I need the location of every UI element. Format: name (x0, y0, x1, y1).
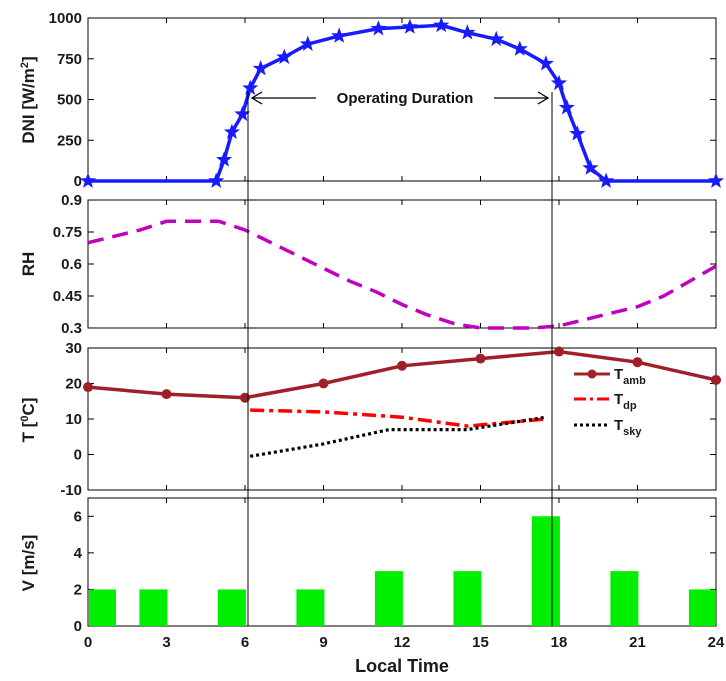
ytick-label-0-0: 0 (74, 173, 82, 190)
dni-point-17 (550, 74, 568, 91)
series-sky-line (249, 415, 547, 458)
tamb-point-1 (161, 389, 172, 400)
dni-point-18 (558, 99, 575, 115)
rh-line (87, 219, 717, 330)
tamb-point-6 (554, 346, 564, 357)
ytick-label-0-4: 1000 (49, 10, 82, 27)
rh-axis-label: RH (19, 252, 38, 277)
xtick-label-6: 18 (551, 634, 568, 651)
dni-point-12 (433, 16, 450, 33)
duration-label: Operating Duration (337, 90, 474, 107)
ytick-label-2-4: 30 (65, 340, 82, 357)
temperature-axis-label: T [0C] (19, 398, 38, 443)
wind-bar-0 (89, 589, 116, 626)
dni-point-4 (234, 105, 251, 121)
duration-arrowhead-left (250, 91, 263, 105)
ytick-label-2-0: -10 (60, 482, 82, 499)
wind-bar-7 (610, 571, 639, 626)
dni-point-21 (598, 172, 615, 188)
wind-speed-axis-label: V [m/s] (19, 535, 38, 592)
dni-point-0 (79, 172, 97, 188)
ytick-label-0-2: 500 (57, 92, 82, 109)
legend-tamb-label: Tamb (614, 366, 646, 387)
dni-point-10 (370, 20, 387, 36)
xtick-label-5: 15 (472, 634, 489, 651)
wind-bar-8 (688, 589, 715, 626)
dni-point-1 (208, 172, 225, 188)
dni-point-5 (242, 79, 259, 95)
legend-tsky-label: Tsky (614, 417, 642, 438)
ytick-label-1-0: 0.3 (61, 320, 82, 337)
ytick-label-3-2: 4 (74, 545, 83, 562)
wind-bar-4 (374, 571, 403, 626)
ytick-label-0-1: 250 (57, 132, 82, 149)
wind-bar-5 (453, 571, 482, 626)
dni-point-15 (511, 40, 528, 56)
dni-point-13 (459, 24, 476, 40)
tamb-point-7 (632, 357, 643, 368)
ytick-label-3-0: 0 (74, 618, 82, 635)
dni-point-22 (707, 172, 725, 188)
tamb-point-5 (475, 353, 486, 364)
ytick-label-1-1: 0.45 (53, 288, 82, 305)
operating-duration-annotation: Operating Duration (250, 90, 550, 107)
wind-bar-6 (531, 516, 560, 626)
tamb-point-3 (318, 378, 329, 389)
xtick-label-4: 12 (394, 634, 411, 651)
xtick-label-0: 0 (84, 634, 92, 651)
xtick-label-1: 3 (162, 634, 170, 651)
dni-point-11 (401, 18, 418, 34)
ytick-label-2-2: 10 (65, 411, 82, 428)
wind-bar-2 (217, 589, 246, 626)
series-dp-line (250, 408, 547, 428)
legend-tdp-label: Tdp (614, 391, 637, 412)
dni-point-16 (537, 55, 554, 71)
dni-point-9 (331, 27, 348, 43)
ytick-label-0-3: 750 (57, 51, 82, 68)
dni-point-20 (582, 159, 599, 175)
ytick-label-1-3: 0.75 (53, 224, 82, 241)
ytick-label-1-4: 0.9 (61, 192, 82, 209)
dni-point-6 (252, 60, 269, 76)
ytick-label-2-3: 20 (65, 376, 82, 393)
duration-arrowhead-right (537, 91, 550, 105)
tamb-point-8 (711, 374, 721, 385)
legend-tamb-marker (587, 369, 597, 379)
tamb-point-0 (83, 382, 93, 393)
x-axis-label: Local Time (355, 656, 449, 676)
wind-bar-3 (296, 589, 325, 626)
dni-point-14 (488, 30, 505, 47)
xtick-label-3: 9 (319, 634, 327, 651)
ytick-label-1-2: 0.6 (61, 256, 82, 273)
dni-point-8 (299, 35, 316, 51)
dni-point-3 (223, 123, 240, 139)
dni-point-2 (216, 151, 233, 167)
wind-bar-1 (139, 589, 168, 626)
ytick-label-3-3: 6 (74, 508, 82, 525)
dni-axis-label: DNI [W/m2] (19, 56, 38, 143)
ytick-label-2-1: 0 (74, 447, 82, 464)
xtick-label-7: 21 (629, 634, 646, 651)
temperature-legend: Tamb Tdp Tsky (574, 366, 646, 438)
dni-point-7 (276, 48, 293, 64)
xtick-label-8: 24 (708, 634, 725, 651)
xtick-label-2: 6 (241, 634, 249, 651)
dni-point-19 (569, 125, 586, 141)
ytick-label-3-1: 2 (74, 581, 82, 598)
tamb-point-4 (397, 360, 407, 371)
